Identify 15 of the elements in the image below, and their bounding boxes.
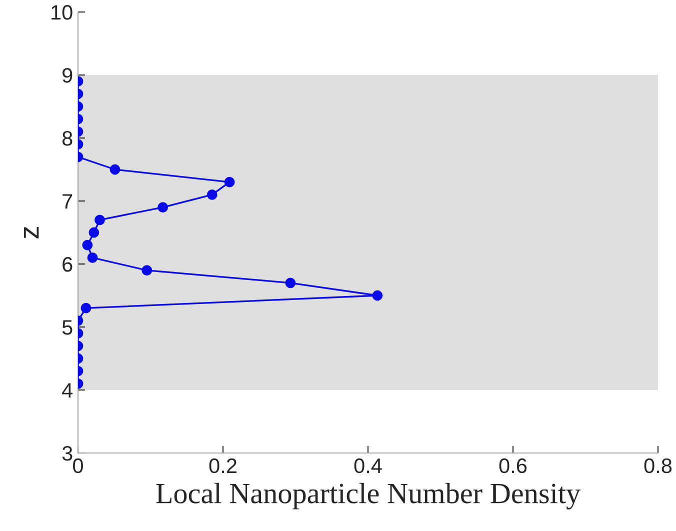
x-tick-label: 0.8	[644, 458, 672, 474]
y-tick-label: 9	[62, 68, 72, 83]
y-tick-label: 8	[62, 131, 72, 146]
y-tick-label: 4	[62, 383, 73, 398]
x-tick-label: 0	[73, 458, 83, 474]
x-axis-title: Local Nanoparticle Number Density	[156, 482, 580, 510]
x-tick-label: 0.6	[499, 458, 527, 474]
y-tick-label: 7	[62, 194, 72, 209]
y-tick-label: 10	[52, 5, 72, 20]
y-tick-label: 3	[62, 446, 72, 461]
y-axis-title: z	[24, 226, 39, 238]
y-tick-label: 6	[62, 257, 72, 272]
x-tick-label: 0.2	[209, 458, 236, 474]
y-tick-label: 5	[62, 320, 72, 335]
x-tick-label: 0.4	[354, 458, 382, 474]
